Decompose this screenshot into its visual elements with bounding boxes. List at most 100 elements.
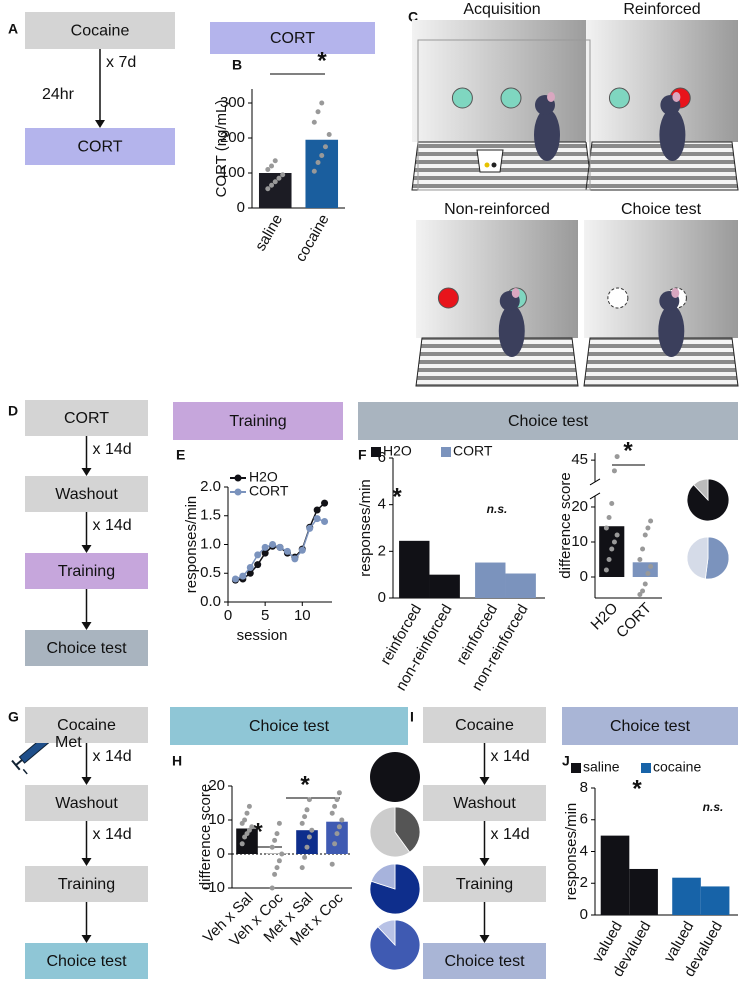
scene-light	[437, 287, 459, 309]
flow-step: Cocaine	[57, 717, 116, 734]
scene-title: Non-reinforced	[444, 201, 550, 218]
data-point	[648, 518, 654, 524]
scene-floor	[415, 337, 579, 387]
data-point	[306, 834, 312, 840]
y-tick-label: 20	[571, 498, 588, 515]
chamber-outline	[417, 39, 591, 191]
annotation: *	[632, 775, 642, 802]
annotation: n.s.	[487, 502, 508, 516]
data-point	[326, 132, 332, 137]
data-point	[276, 858, 282, 864]
y-tick-label: 300	[220, 94, 245, 111]
series-point	[261, 543, 269, 551]
panel-letter: F	[358, 447, 367, 463]
series-point	[313, 506, 321, 514]
series-point	[291, 555, 299, 563]
scene-wall	[416, 220, 578, 338]
header-text: Choice test	[249, 718, 330, 735]
legend-label: saline	[583, 759, 620, 775]
flow-box	[25, 630, 148, 666]
data-point	[311, 168, 317, 174]
data-point	[269, 885, 275, 891]
pie-slice	[686, 536, 709, 580]
flow-interval: x 14d	[93, 748, 132, 765]
header-box	[358, 402, 738, 440]
y-axis-label: responses/min	[563, 803, 580, 901]
y-tick-label: 0	[217, 845, 225, 862]
y-tick-label: 100	[220, 164, 245, 181]
flow-box	[25, 943, 148, 979]
data-point	[609, 546, 615, 552]
bar	[326, 821, 348, 854]
pie-slice	[369, 806, 411, 858]
y-tick-label: 6	[378, 449, 386, 466]
scene-title: Reinforced	[623, 1, 700, 18]
flow-box	[25, 866, 148, 902]
header-box	[562, 707, 738, 745]
scene-light	[608, 87, 630, 109]
pie-slice	[370, 752, 420, 802]
flow-note: 24hr	[42, 86, 75, 103]
arrow-head	[479, 935, 490, 943]
legend-swatch	[641, 763, 651, 773]
pie-slice	[377, 919, 396, 947]
flow-box	[25, 400, 148, 436]
flow-step: Cocaine	[71, 23, 130, 40]
flow-box	[423, 943, 546, 979]
flow-step: Choice test	[46, 953, 127, 970]
y-tick-label: 1.5	[200, 507, 221, 524]
data-point	[315, 160, 321, 165]
flow-step: Training	[456, 876, 513, 893]
y-tick-label: 6	[580, 811, 588, 828]
food-pellet	[484, 162, 490, 168]
panel-letter: D	[8, 403, 18, 419]
data-point	[306, 797, 312, 803]
data-point	[265, 186, 271, 192]
data-point	[309, 827, 315, 833]
legend-marker	[234, 474, 242, 482]
mouse-ear	[547, 92, 555, 102]
header-box	[173, 402, 343, 440]
flow-box	[25, 785, 148, 821]
data-point	[315, 109, 321, 115]
bar	[672, 877, 701, 915]
series-point	[239, 572, 247, 580]
header-text: Choice test	[610, 718, 691, 735]
y-tick-label: 4	[580, 842, 588, 859]
mouse-ear	[671, 288, 680, 298]
panel-letter: J	[562, 753, 570, 769]
x-tick-label: saline	[252, 211, 286, 253]
data-point	[603, 567, 609, 573]
bar	[296, 830, 318, 854]
arrow-head	[479, 777, 490, 785]
panel-letter: H	[172, 753, 182, 769]
flow-step: Washout	[453, 795, 516, 812]
y-tick-label: -10	[203, 879, 225, 896]
pie-slice	[394, 806, 421, 853]
y-tick-label: 8	[580, 779, 588, 796]
scene-title: Acquisition	[463, 1, 540, 18]
x-axis-label: session	[237, 627, 288, 644]
series-point	[283, 547, 291, 555]
data-point	[645, 570, 651, 576]
series-point	[261, 549, 269, 557]
flow-box	[423, 866, 546, 902]
y-tick-label: 0.0	[200, 593, 221, 610]
data-point	[302, 854, 308, 860]
y-tick-label: 4	[378, 496, 386, 513]
mouse-body	[658, 305, 685, 357]
bar	[399, 540, 430, 598]
arrow-head	[81, 777, 92, 785]
data-point	[640, 588, 646, 594]
flow-interval: x 14d	[93, 826, 132, 843]
panel-letter: E	[176, 447, 185, 463]
data-point	[239, 841, 245, 847]
flow-box	[423, 707, 546, 743]
flow-step: Washout	[55, 486, 118, 503]
x-tick-label: CORT	[613, 600, 655, 642]
x-tick-label: 10	[294, 607, 311, 624]
data-point	[603, 525, 609, 531]
mouse-body	[659, 109, 686, 161]
arrow-head	[479, 858, 490, 866]
arrow-head	[81, 468, 92, 476]
